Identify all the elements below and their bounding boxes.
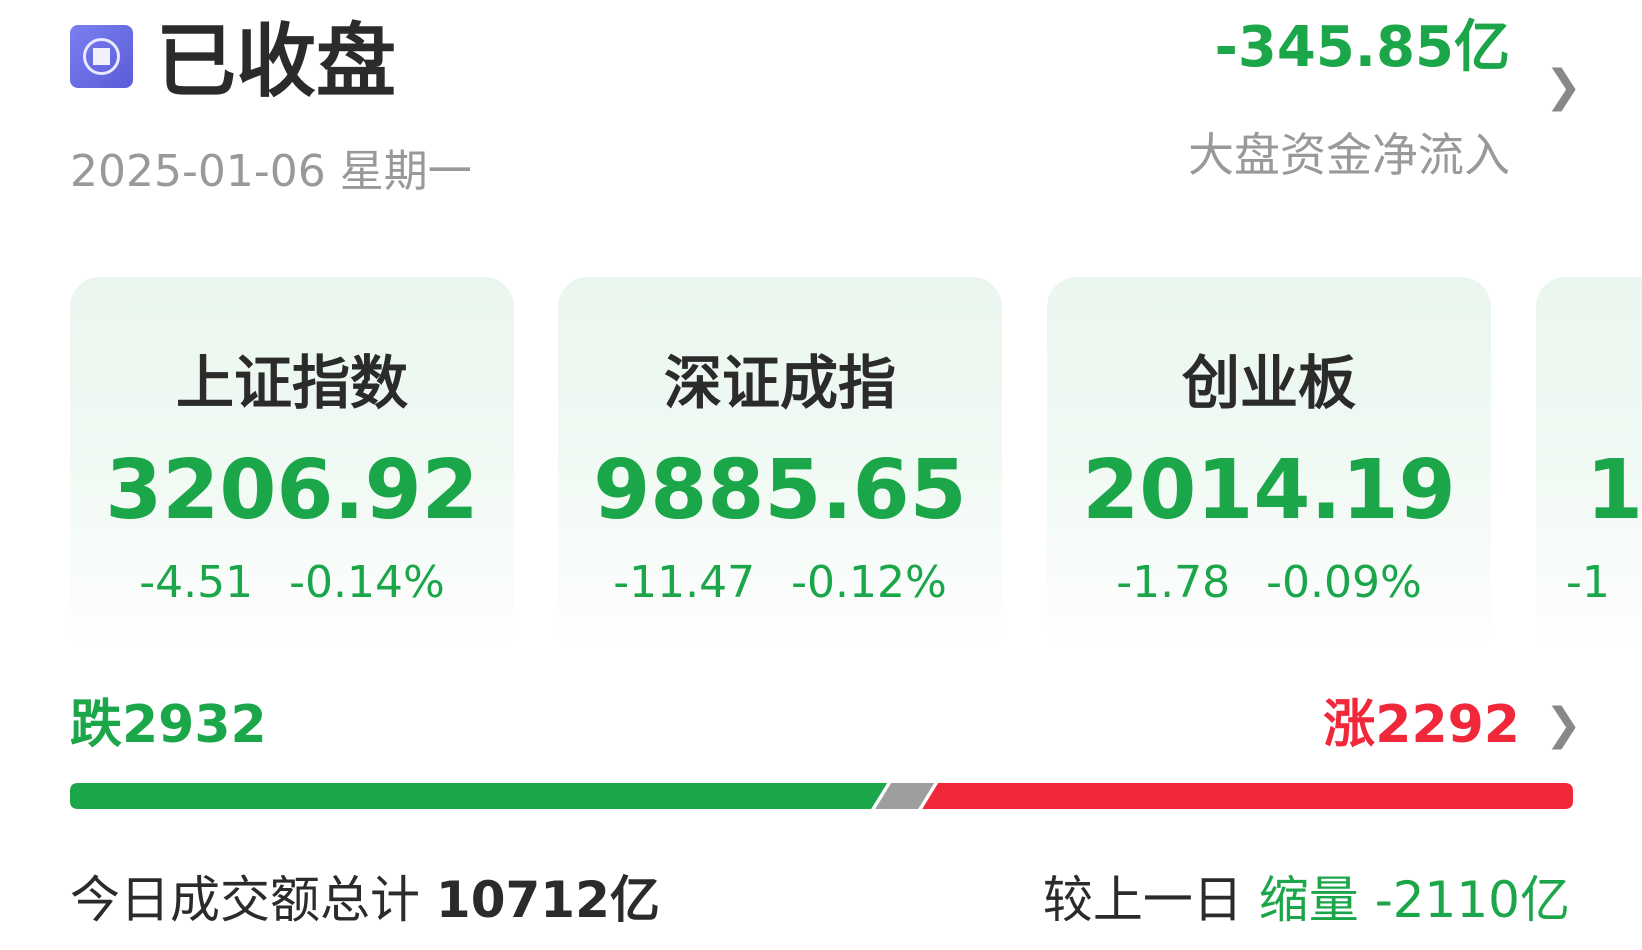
breadth-bar-down — [70, 783, 888, 809]
index-card-partial[interactable]: 1 -1 — [1536, 277, 1642, 655]
index-change: -4.51 — [139, 557, 254, 608]
index-card-chinext[interactable]: 创业板 2014.19 -1.78 -0.09% — [1047, 277, 1491, 655]
compare-type: 缩量 — [1258, 871, 1359, 929]
index-value: 9885.65 — [593, 443, 967, 538]
index-change-pct: -0.09% — [1266, 557, 1422, 608]
compare-value: -2110亿 — [1374, 871, 1570, 929]
index-value: 3206.92 — [105, 443, 479, 538]
chevron-right-icon[interactable]: ❯ — [1545, 61, 1582, 112]
breadth-bar — [70, 783, 1573, 809]
breadth-bar-up — [922, 783, 1573, 809]
turnover-total: 今日成交额总计 10712亿 — [70, 870, 660, 930]
turnover-compare: 较上一日 缩量 -2110亿 — [1043, 870, 1570, 930]
index-value: 2014.19 — [1082, 443, 1456, 538]
breadth-bar-flat — [875, 783, 935, 809]
index-card-shenzhen[interactable]: 深证成指 9885.65 -11.47 -0.12% — [558, 277, 1002, 655]
compare-label: 较上一日 — [1042, 871, 1243, 929]
index-card-shanghai[interactable]: 上证指数 3206.92 -4.51 -0.14% — [70, 277, 514, 655]
index-name: 创业板 — [1181, 349, 1356, 417]
market-closed-icon — [70, 25, 133, 88]
turnover-value: 10712亿 — [435, 871, 660, 929]
trade-date: 2025-01-06 星期一 — [70, 146, 472, 197]
index-change: -11.47 — [613, 557, 756, 608]
index-name: 上证指数 — [175, 349, 408, 417]
market-status: 已收盘 — [156, 15, 396, 108]
turnover-label: 今日成交额总计 — [70, 871, 420, 929]
index-change: -1.78 — [1116, 557, 1231, 608]
index-value: 1 — [1586, 443, 1642, 538]
index-change-pct: -0.12% — [791, 557, 947, 608]
index-change-pct: -0.14% — [289, 557, 445, 608]
chevron-right-icon[interactable]: ❯ — [1545, 699, 1582, 750]
advancers-count[interactable]: 涨2292 — [1323, 695, 1520, 755]
index-change: -1 — [1566, 557, 1610, 608]
decliners-count[interactable]: 跌2932 — [70, 695, 267, 755]
net-flow-value[interactable]: -345.85亿 — [1214, 15, 1510, 80]
index-name: 深证成指 — [663, 349, 896, 417]
net-flow-label[interactable]: 大盘资金净流入 — [1188, 128, 1510, 182]
